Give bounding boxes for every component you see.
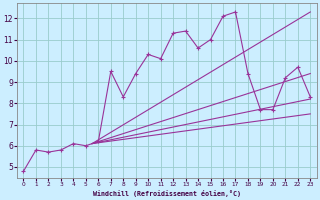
X-axis label: Windchill (Refroidissement éolien,°C): Windchill (Refroidissement éolien,°C) [93, 190, 241, 197]
